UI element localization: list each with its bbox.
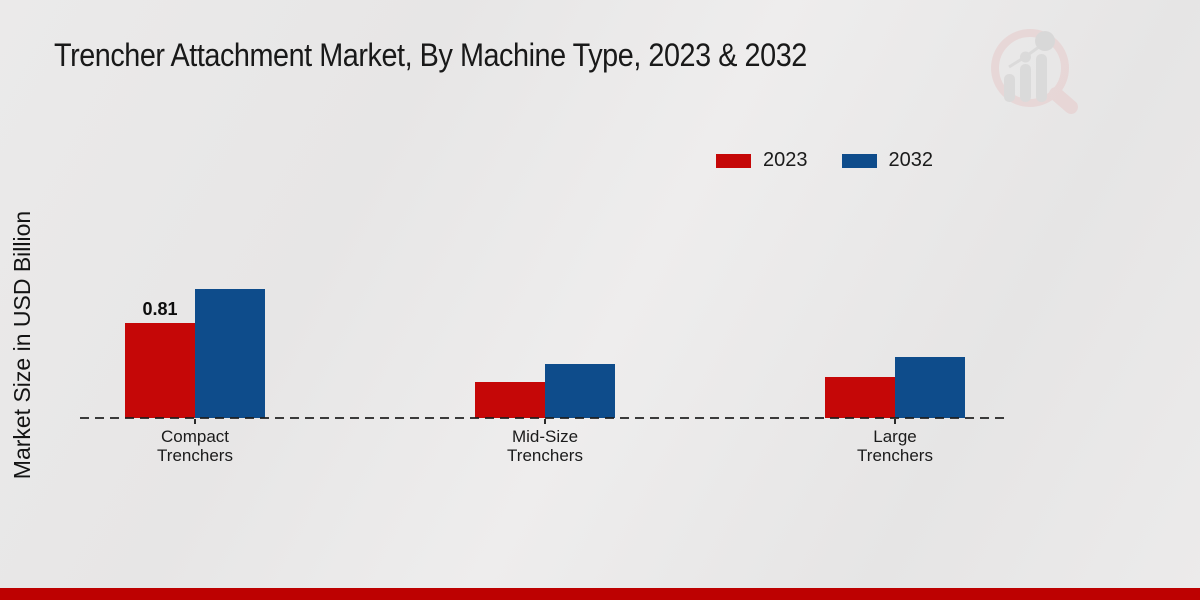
x-axis-tick-mid-size-trenchers bbox=[544, 419, 546, 424]
market-research-future-logo bbox=[983, 22, 1087, 116]
x-axis-baseline bbox=[80, 417, 1006, 419]
legend: 2023 2032 bbox=[716, 149, 933, 172]
x-axis-tick-large-trenchers bbox=[894, 419, 896, 424]
legend-item-2032: 2032 bbox=[841, 149, 934, 172]
category-label-mid-size-trenchers: Mid-Size Trenchers bbox=[507, 427, 583, 465]
bar-2023-mid-size-trenchers bbox=[475, 382, 545, 418]
legend-swatch-2032 bbox=[841, 153, 877, 168]
bar-2032-large-trenchers bbox=[895, 357, 965, 418]
footer-red-bar bbox=[0, 588, 1200, 600]
bar-2023-compact-trenchers bbox=[125, 323, 195, 418]
magnifier-bar-chart-icon bbox=[991, 29, 1078, 114]
category-label-compact-trenchers: Compact Trenchers bbox=[157, 427, 233, 465]
legend-label-2032: 2032 bbox=[888, 149, 934, 171]
category-label-large-trenchers: Large Trenchers bbox=[857, 427, 933, 465]
legend-label-2023: 2023 bbox=[763, 149, 808, 171]
bar-2032-mid-size-trenchers bbox=[545, 364, 615, 418]
bar-2032-compact-trenchers bbox=[195, 289, 265, 418]
x-axis-tick-compact-trenchers bbox=[194, 419, 196, 424]
value-label-2023-compact-trenchers: 0.81 bbox=[142, 299, 178, 319]
legend-item-2023: 2023 bbox=[716, 149, 808, 172]
chart-title: Trencher Attachment Market, By Machine T… bbox=[54, 37, 807, 73]
legend-swatch-2023 bbox=[716, 153, 751, 168]
bar-2023-large-trenchers bbox=[825, 377, 895, 418]
